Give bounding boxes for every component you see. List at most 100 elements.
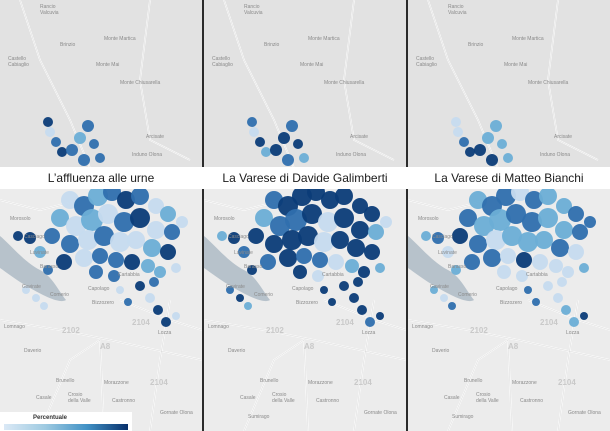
district-area[interactable] [580,312,588,320]
district-area[interactable] [265,235,283,253]
district-area[interactable] [110,232,130,252]
district-area[interactable] [164,224,180,240]
district-area[interactable] [61,235,79,253]
district-area[interactable] [579,263,589,273]
district-area[interactable] [51,209,69,227]
district-area[interactable] [516,252,532,268]
district-area[interactable] [569,317,579,327]
district-area[interactable] [51,137,61,147]
district-area[interactable] [56,254,72,270]
district-area[interactable] [127,231,145,249]
district-area[interactable] [282,154,294,166]
district-area[interactable] [131,187,149,205]
district-area[interactable] [94,226,114,246]
district-area[interactable] [465,147,475,157]
district-area[interactable] [358,266,370,278]
district-area[interactable] [357,305,367,315]
district-area[interactable] [497,265,511,279]
district-area[interactable] [117,191,135,209]
district-area[interactable] [331,231,349,249]
district-area[interactable] [452,228,468,244]
district-area[interactable] [247,117,257,127]
district-area[interactable] [538,208,558,228]
district-area[interactable] [282,230,302,250]
district-area[interactable] [278,132,290,144]
district-area[interactable] [22,286,30,294]
district-area[interactable] [160,206,176,222]
district-area[interactable] [474,216,494,236]
district-area[interactable] [376,312,384,320]
district-area[interactable] [502,226,522,246]
district-area[interactable] [66,144,78,156]
district-area[interactable] [532,298,540,306]
district-area[interactable] [584,216,596,228]
district-area[interactable] [261,147,271,157]
district-area[interactable] [260,254,276,270]
district-area[interactable] [496,186,516,206]
district-area[interactable] [368,224,384,240]
district-area[interactable] [34,246,46,258]
district-area[interactable] [43,265,53,275]
district-area[interactable] [161,317,171,327]
district-area[interactable] [328,298,336,306]
district-area[interactable] [320,286,328,294]
district-area[interactable] [518,232,538,252]
district-area[interactable] [469,235,487,253]
district-area[interactable] [524,286,532,294]
district-area[interactable] [464,254,480,270]
district-area[interactable] [148,198,164,214]
district-area[interactable] [459,137,469,147]
district-area[interactable] [141,259,155,273]
district-area[interactable] [568,244,584,260]
district-area[interactable] [82,120,94,132]
district-area[interactable] [292,186,312,206]
district-area[interactable] [448,302,456,310]
district-area[interactable] [430,286,438,294]
district-area[interactable] [365,317,375,327]
district-area[interactable] [349,293,359,303]
district-area[interactable] [335,187,353,205]
district-area[interactable] [490,120,502,132]
district-area[interactable] [124,298,132,306]
district-area[interactable] [247,265,257,275]
district-area[interactable] [347,239,365,257]
district-area[interactable] [321,191,339,209]
district-area[interactable] [249,127,259,137]
district-area[interactable] [555,221,573,239]
district-area[interactable] [522,212,542,232]
district-area[interactable] [421,231,431,241]
district-area[interactable] [351,221,369,239]
district-area[interactable] [451,265,461,275]
district-area[interactable] [293,265,307,279]
district-area[interactable] [13,231,23,241]
district-area[interactable] [293,139,303,149]
district-area[interactable] [525,191,543,209]
district-area[interactable] [95,153,105,163]
district-area[interactable] [143,239,161,257]
district-area[interactable] [312,252,328,268]
district-area[interactable] [535,231,553,249]
district-area[interactable] [149,277,159,287]
map-panel-3[interactable]: Rancio Valcuvia Brinzio Monte Martica Caste… [408,0,610,431]
district-area[interactable] [81,209,103,231]
district-area[interactable] [248,228,264,244]
district-area[interactable] [486,230,506,250]
district-area[interactable] [474,144,486,156]
district-area[interactable] [442,246,454,258]
district-area[interactable] [57,147,67,157]
district-area[interactable] [483,249,501,267]
district-area[interactable] [270,216,290,236]
district-area[interactable] [482,132,494,144]
district-area[interactable] [298,226,318,246]
district-area[interactable] [108,252,124,268]
district-area[interactable] [244,302,252,310]
district-area[interactable] [345,259,359,273]
district-area[interactable] [553,293,563,303]
district-area[interactable] [561,305,571,315]
district-area[interactable] [539,187,557,205]
district-area[interactable] [339,281,349,291]
district-area[interactable] [116,286,124,294]
district-area[interactable] [497,139,507,149]
district-area[interactable] [153,305,163,315]
district-area[interactable] [285,209,307,231]
